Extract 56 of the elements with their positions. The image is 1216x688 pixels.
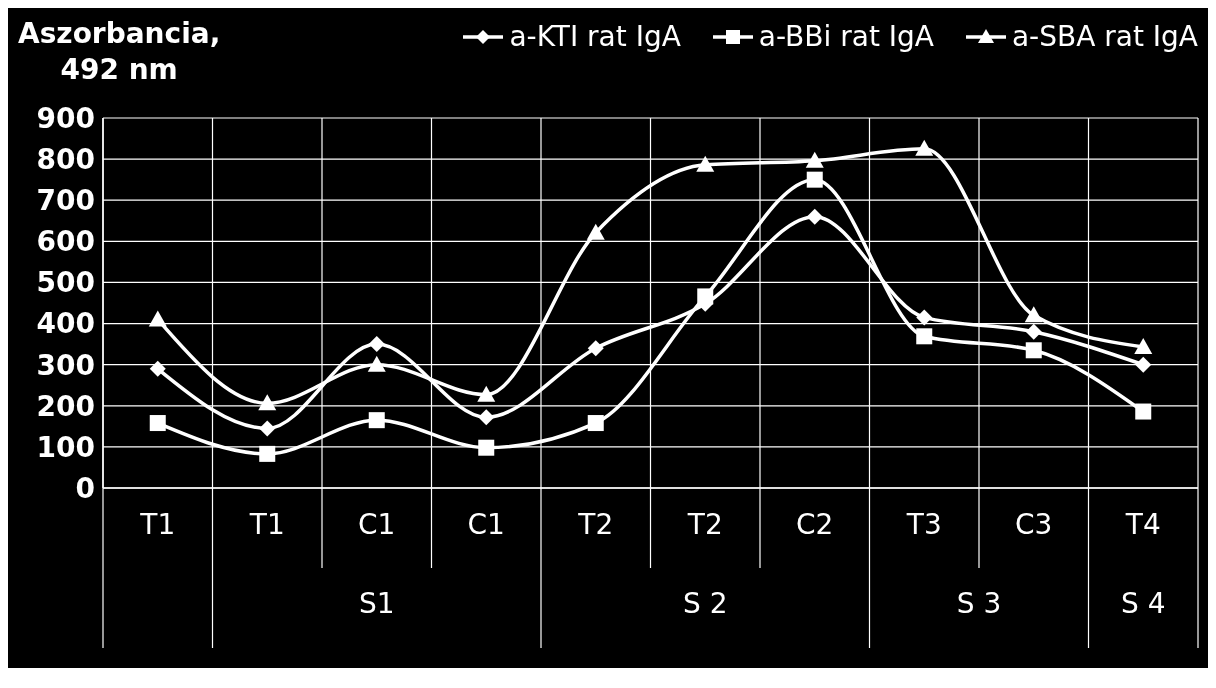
y-axis-title: Aszorbancia, 492 nm <box>18 16 221 88</box>
point <box>1025 342 1042 359</box>
x-tick-label: C1 <box>467 507 505 541</box>
point <box>1024 306 1043 323</box>
point <box>806 171 823 188</box>
x-tick-label: C1 <box>358 507 396 541</box>
point <box>587 415 604 432</box>
y-tick-label: 800 <box>36 143 95 177</box>
point <box>478 439 495 456</box>
point <box>148 310 167 327</box>
point <box>149 360 166 377</box>
legend-label: a-KTI rat IgA <box>509 20 681 53</box>
point <box>367 355 386 372</box>
x-tick-label: T2 <box>577 507 614 541</box>
x-tick-label: C3 <box>1015 507 1053 541</box>
y-tick-label: 0 <box>75 471 95 505</box>
text: S 4 <box>1121 587 1166 620</box>
point <box>259 445 276 462</box>
y-tick-label: 100 <box>36 430 95 464</box>
text: S 3 <box>956 587 1002 620</box>
x-tick-label: T4 <box>1124 507 1161 541</box>
point <box>1134 337 1153 354</box>
point <box>258 394 277 411</box>
x-tick-label: T3 <box>905 507 942 541</box>
legend-label: a-SBA rat IgA <box>1011 20 1198 53</box>
point <box>916 328 933 345</box>
point <box>1135 356 1152 373</box>
point <box>1135 403 1152 420</box>
x-tick-label: T1 <box>248 507 285 541</box>
point <box>149 415 166 432</box>
point <box>478 409 495 426</box>
y-tick-label: 300 <box>36 348 95 382</box>
point <box>259 420 276 437</box>
point <box>477 385 496 402</box>
text: S1 <box>358 587 395 620</box>
y-tick-label: 900 <box>36 101 95 135</box>
x-tick-label: C2 <box>796 507 834 541</box>
x-tick-label: T1 <box>139 507 176 541</box>
point <box>587 340 604 357</box>
point <box>586 223 605 240</box>
y-tick-label: 400 <box>36 307 95 341</box>
point <box>916 309 933 326</box>
point <box>368 336 385 353</box>
point <box>806 208 823 225</box>
y-tick-label: 700 <box>36 184 95 218</box>
y-tick-label: 600 <box>36 225 95 259</box>
y-tick-label: 200 <box>36 389 95 423</box>
point <box>368 412 385 429</box>
point <box>805 151 824 168</box>
y-tick-label: 500 <box>36 266 95 300</box>
point <box>915 139 934 156</box>
point <box>696 155 715 172</box>
point <box>1025 323 1042 340</box>
text: S 2 <box>683 587 728 620</box>
legend-label: a-BBi rat IgA <box>758 20 934 53</box>
x-tick-label: T2 <box>686 507 723 541</box>
